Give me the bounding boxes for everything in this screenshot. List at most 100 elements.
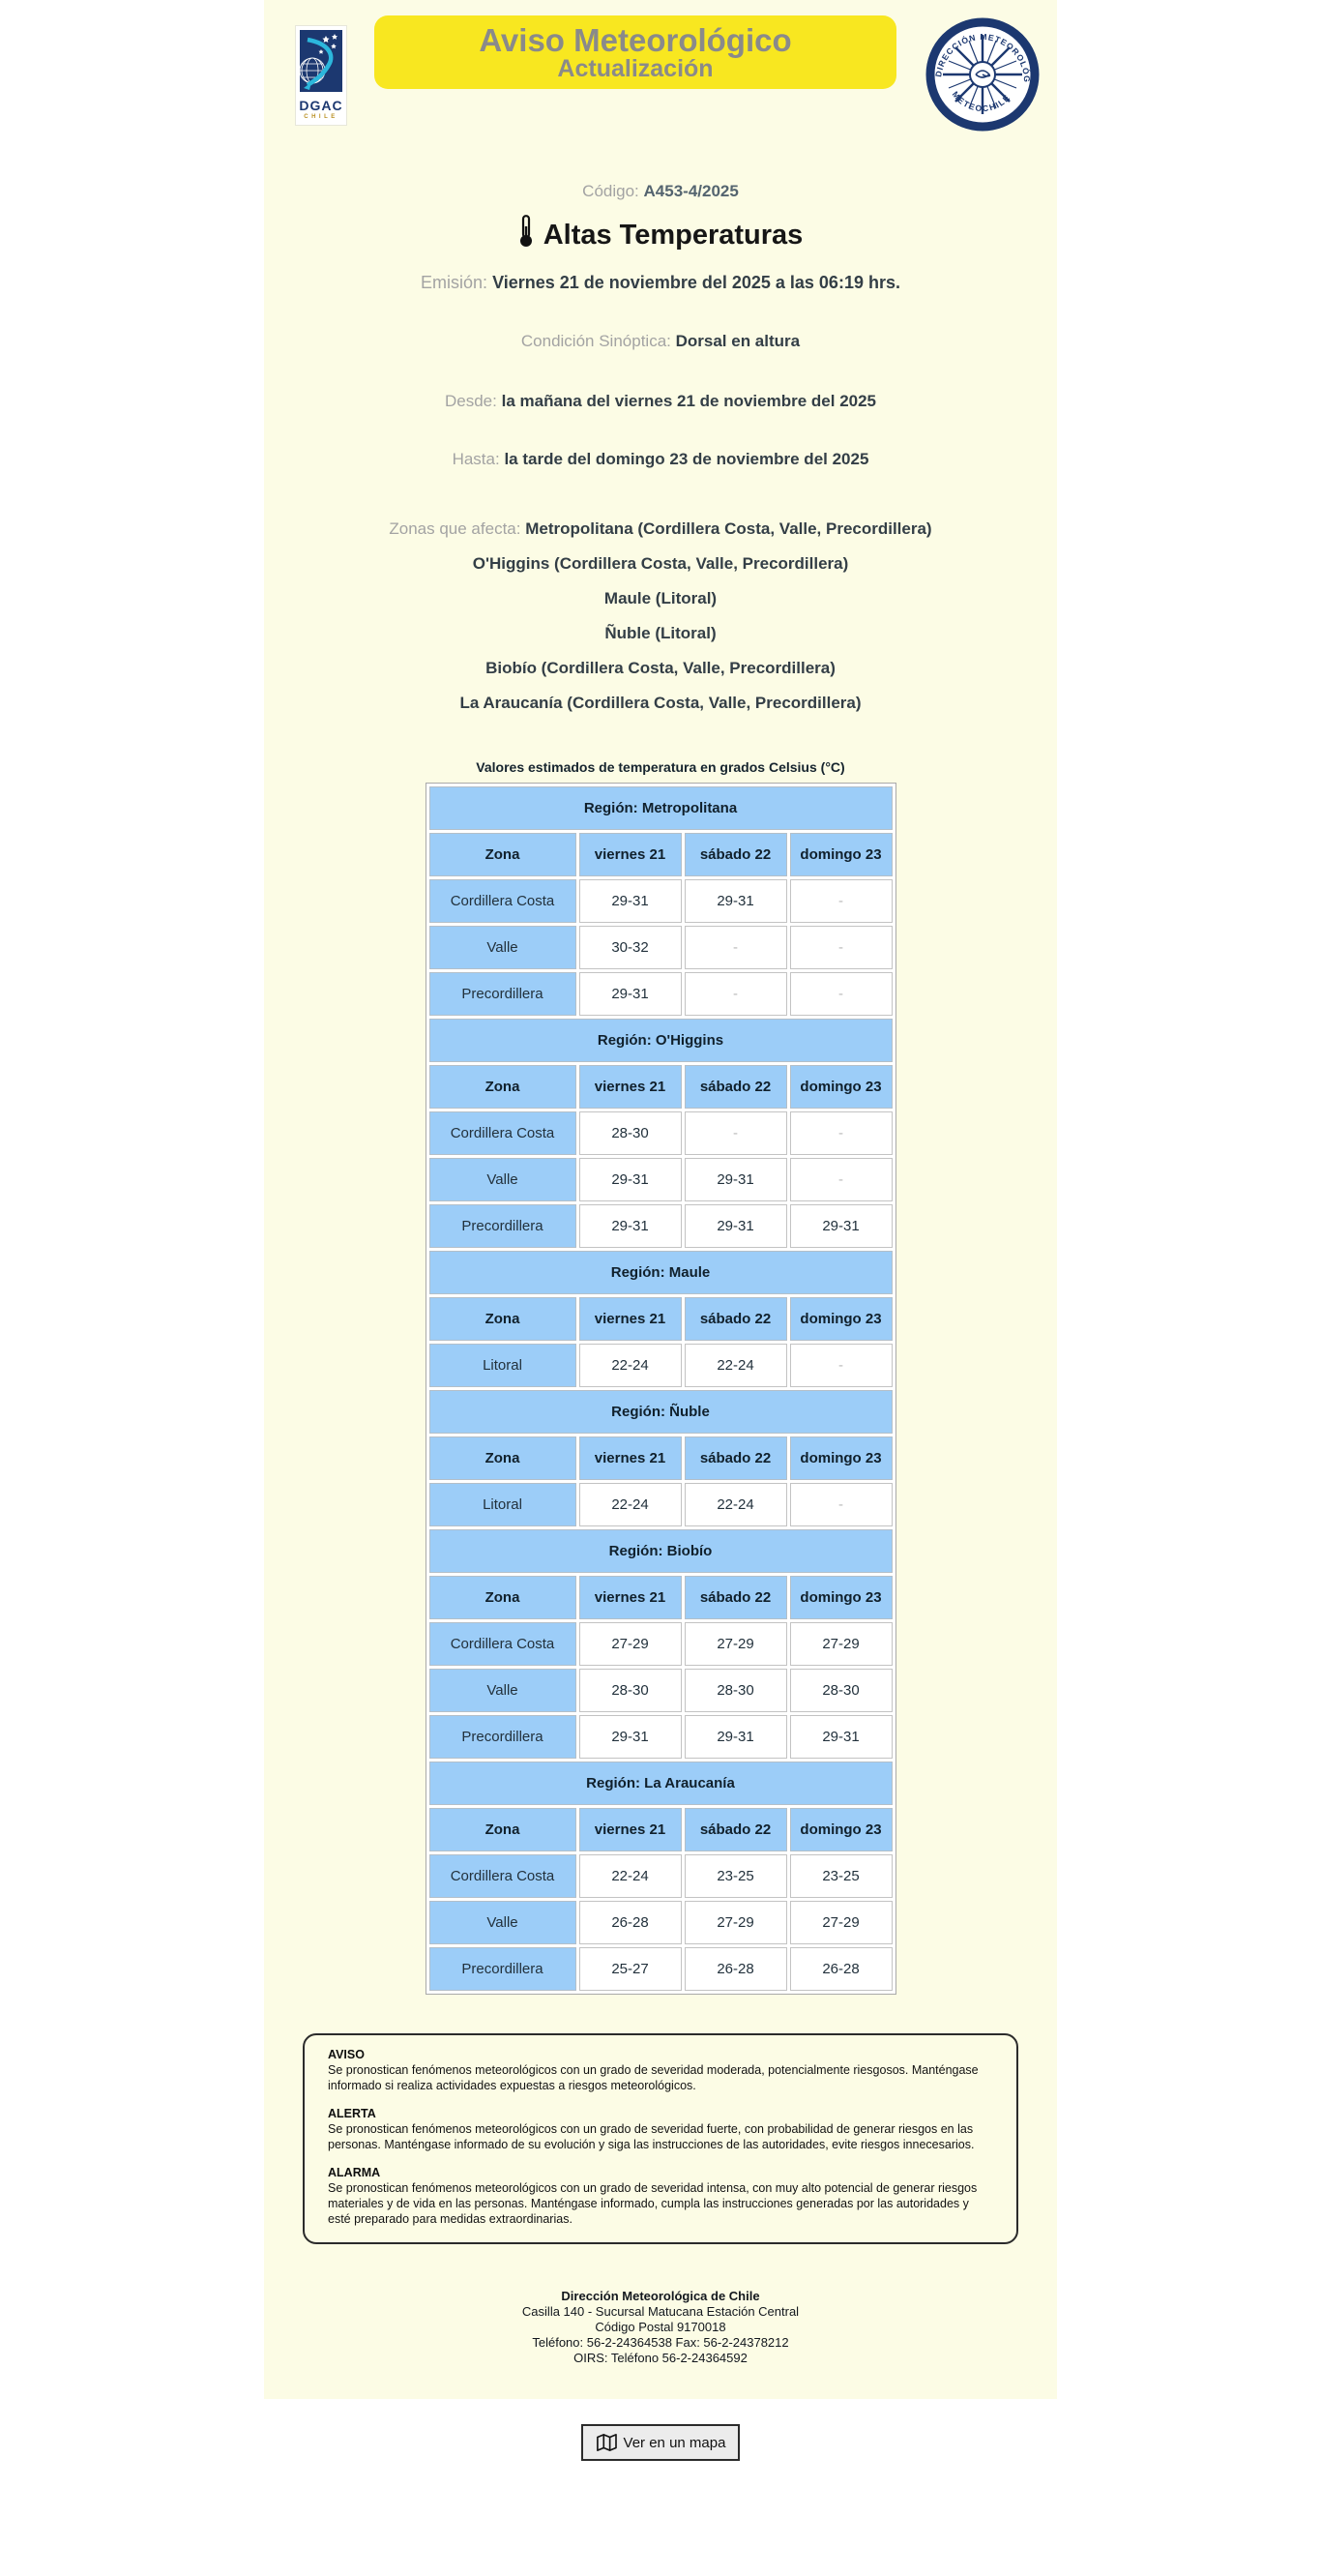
column-header: viernes 21 bbox=[578, 1065, 682, 1109]
data-row: Valle 26-28 27-29 27-29 bbox=[428, 1901, 893, 1944]
view-map-label: Ver en un mapa bbox=[623, 2434, 726, 2451]
footer-line: Casilla 140 - Sucursal Matucana Estación… bbox=[521, 2304, 800, 2319]
data-row: Litoral 22-24 22-24- bbox=[428, 1483, 893, 1526]
column-header-row: Zona viernes 21 sábado 22 domingo 23 bbox=[428, 1297, 893, 1341]
temperature-cell: 29-31 bbox=[684, 1204, 787, 1248]
header: DGAC CHILE Aviso Meteorológico Actualiza… bbox=[264, 10, 1057, 136]
temperature-cell: - bbox=[789, 1344, 893, 1387]
zone-name-cell: Valle bbox=[428, 926, 576, 969]
column-header-row: Zona viernes 21 sábado 22 domingo 23 bbox=[428, 1576, 893, 1619]
column-header-row: Zona viernes 21 sábado 22 domingo 23 bbox=[428, 1436, 893, 1480]
temperature-cell: 29-31 bbox=[684, 879, 787, 923]
severity-definition: ALARMA Se pronostican fenómenos meteoroló… bbox=[328, 2165, 993, 2227]
zone-name-cell: Cordillera Costa bbox=[428, 1622, 576, 1666]
meteochile-logo: DIRECCIÓN METEOROLÓGICA METEOCHILE bbox=[922, 10, 1040, 136]
data-row: Litoral 22-24 22-24- bbox=[428, 1344, 893, 1387]
column-header-row: Zona viernes 21 sábado 22 domingo 23 bbox=[428, 1065, 893, 1109]
temperature-cell: - bbox=[684, 926, 787, 969]
temperature-cell: - bbox=[684, 1111, 787, 1155]
dgac-logo-country: CHILE bbox=[304, 114, 338, 120]
temperature-cell: 22-24 bbox=[684, 1344, 787, 1387]
zone-name-cell: Valle bbox=[428, 1901, 576, 1944]
zone-name-cell: Valle bbox=[428, 1158, 576, 1201]
temperature-cell: 26-28 bbox=[789, 1947, 893, 1991]
severity-definition: ALERTA Se pronostican fenómenos meteoroló… bbox=[328, 2106, 993, 2152]
from-label: Desde: bbox=[444, 392, 497, 410]
synoptic-line: Condición Sinóptica: Dorsal en altura bbox=[264, 332, 1057, 351]
region-header-row: Región: Metropolitana bbox=[428, 786, 893, 830]
column-header: domingo 23 bbox=[789, 1576, 893, 1619]
temperature-cell: 29-31 bbox=[578, 1158, 682, 1201]
temperature-table-body: Región: Metropolitana Zona viernes 21 sábad… bbox=[428, 786, 893, 1991]
zone-line: Zonas que afecta: Metropolitana (Cordill… bbox=[264, 512, 1057, 547]
column-header: Zona bbox=[428, 1436, 576, 1480]
dgac-logo-text: DGAC bbox=[299, 98, 343, 113]
column-header: Zona bbox=[428, 833, 576, 876]
temperature-cell: - bbox=[789, 879, 893, 923]
footer-line: OIRS: Teléfono 56-2-24364592 bbox=[573, 2351, 748, 2365]
data-row: Cordillera Costa 28-30- - bbox=[428, 1111, 893, 1155]
zone-name-cell: Cordillera Costa bbox=[428, 1854, 576, 1898]
column-header: viernes 21 bbox=[578, 1576, 682, 1619]
temperature-cell: 27-29 bbox=[684, 1622, 787, 1666]
advisory-title: Altas Temperaturas bbox=[543, 219, 804, 251]
temperature-cell: 29-31 bbox=[578, 879, 682, 923]
data-row: Cordillera Costa 29-31 29-31- bbox=[428, 879, 893, 923]
zone-name-cell: Cordillera Costa bbox=[428, 1111, 576, 1155]
severity-term: ALARMA bbox=[328, 2166, 381, 2179]
footer-line: Código Postal 9170018 bbox=[595, 2320, 726, 2334]
data-row: Precordillera 25-27 26-28 26-28 bbox=[428, 1947, 893, 1991]
region-header-row: Región: La Araucanía bbox=[428, 1762, 893, 1805]
emission-value: Viernes 21 de noviembre del 2025 a las 0… bbox=[492, 273, 900, 292]
column-header: Zona bbox=[428, 1297, 576, 1341]
region-title: Región: Maule bbox=[428, 1251, 893, 1294]
zone-name-cell: Precordillera bbox=[428, 1947, 576, 1991]
column-header: viernes 21 bbox=[578, 1436, 682, 1480]
region-title: Región: Ñuble bbox=[428, 1390, 893, 1434]
title-banner: Aviso Meteorológico Actualización bbox=[374, 15, 896, 89]
zones-label: Zonas que afecta: bbox=[389, 519, 526, 538]
column-header: domingo 23 bbox=[789, 1436, 893, 1480]
column-header: sábado 22 bbox=[684, 1576, 787, 1619]
zone-value: Biobío (Cordillera Costa, Valle, Precord… bbox=[485, 659, 836, 677]
zones-block: Zonas que afecta: Metropolitana (Cordill… bbox=[264, 512, 1057, 721]
zone-name-cell: Valle bbox=[428, 1669, 576, 1712]
temperature-cell: 28-30 bbox=[578, 1669, 682, 1712]
severity-definition: AVISO Se pronostican fenómenos meteorológ… bbox=[328, 2047, 993, 2093]
from-value: la mañana del viernes 21 de noviembre de… bbox=[501, 392, 877, 410]
column-header: sábado 22 bbox=[684, 1065, 787, 1109]
temperature-cell: - bbox=[789, 1111, 893, 1155]
temperature-cell: - bbox=[789, 1483, 893, 1526]
thermometer-icon bbox=[518, 215, 534, 255]
column-header: sábado 22 bbox=[684, 833, 787, 876]
column-header: domingo 23 bbox=[789, 1065, 893, 1109]
zone-value: Ñuble (Litoral) bbox=[604, 624, 717, 642]
temperature-cell: 29-31 bbox=[578, 972, 682, 1016]
region-header-row: Región: Maule bbox=[428, 1251, 893, 1294]
zone-line: Biobío (Cordillera Costa, Valle, Precord… bbox=[264, 651, 1057, 686]
column-header: sábado 22 bbox=[684, 1436, 787, 1480]
temperature-cell: - bbox=[789, 926, 893, 969]
view-map-button[interactable]: Ver en un mapa bbox=[580, 2424, 741, 2461]
temperature-cell: 29-31 bbox=[578, 1715, 682, 1759]
temperature-cell: 22-24 bbox=[578, 1344, 682, 1387]
region-title: Región: Biobío bbox=[428, 1529, 893, 1573]
emission-line: Emisión: Viernes 21 de noviembre del 202… bbox=[264, 273, 1057, 293]
advisory-sheet: DGAC CHILE Aviso Meteorológico Actualiza… bbox=[264, 0, 1057, 2399]
column-header: viernes 21 bbox=[578, 1808, 682, 1851]
data-row: Precordillera 29-31- - bbox=[428, 972, 893, 1016]
column-header: domingo 23 bbox=[789, 833, 893, 876]
column-header: sábado 22 bbox=[684, 1297, 787, 1341]
region-header-row: Región: Ñuble bbox=[428, 1390, 893, 1434]
severity-text: Se pronostican fenómenos meteorológicos … bbox=[328, 2122, 975, 2151]
code-label: Código: bbox=[582, 182, 639, 200]
region-title: Región: La Araucanía bbox=[428, 1762, 893, 1805]
temperature-cell: - bbox=[789, 972, 893, 1016]
severity-text: Se pronostican fenómenos meteorológicos … bbox=[328, 2181, 978, 2226]
temperature-cell: 29-31 bbox=[789, 1715, 893, 1759]
column-header: viernes 21 bbox=[578, 833, 682, 876]
column-header-row: Zona viernes 21 sábado 22 domingo 23 bbox=[428, 1808, 893, 1851]
column-header: domingo 23 bbox=[789, 1808, 893, 1851]
temperature-cell: 27-29 bbox=[684, 1901, 787, 1944]
temperature-cell: 22-24 bbox=[578, 1854, 682, 1898]
